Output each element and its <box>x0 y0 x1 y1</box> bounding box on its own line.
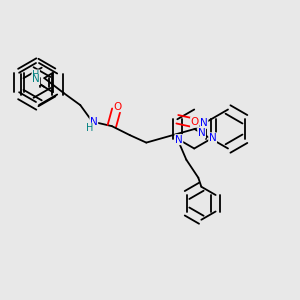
Text: O: O <box>114 102 122 112</box>
Text: N: N <box>175 135 183 145</box>
Text: H: H <box>85 123 93 133</box>
Text: N: N <box>32 74 40 85</box>
Text: N: N <box>198 128 206 138</box>
Text: N: N <box>209 133 217 143</box>
Text: N: N <box>90 117 98 127</box>
Text: H: H <box>32 70 40 80</box>
Text: N: N <box>200 118 208 128</box>
Text: O: O <box>190 117 199 127</box>
